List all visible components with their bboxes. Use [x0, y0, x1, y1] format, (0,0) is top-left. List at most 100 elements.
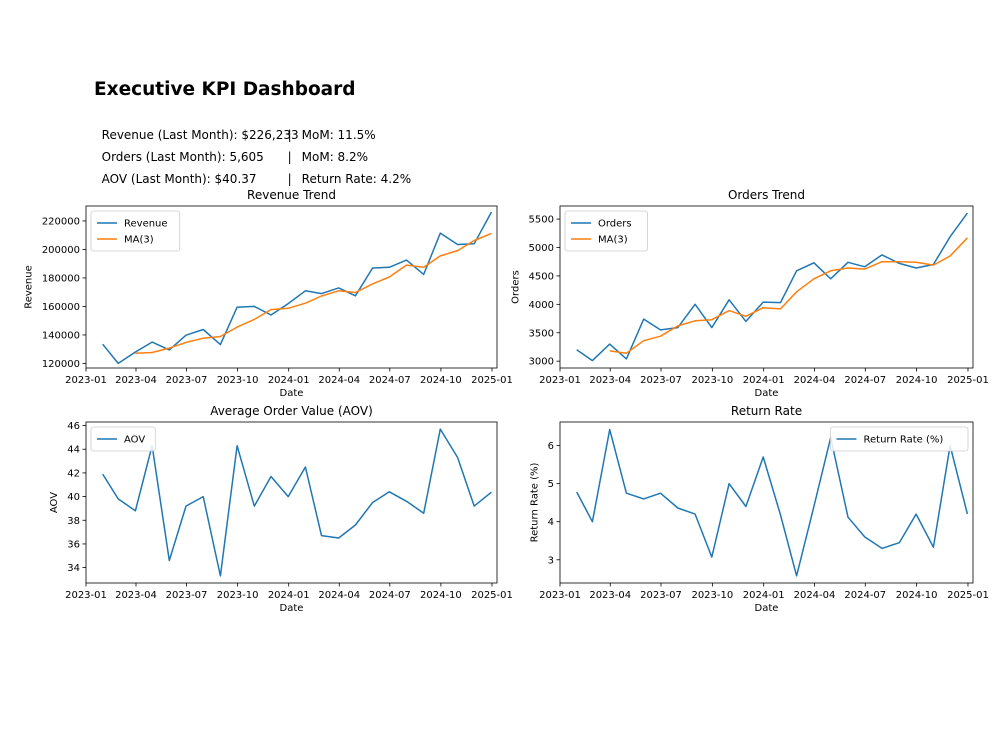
series-line-ma-3 [135, 232, 492, 354]
y-tick-label: 44 [67, 445, 80, 456]
x-tick-label: 2023-07 [166, 375, 208, 386]
legend-box [90, 210, 181, 252]
series-line-ma-3 [609, 237, 968, 354]
x-axis-label: Date [755, 603, 779, 614]
series-line-orders [576, 212, 969, 362]
x-tick-label: 2023-10 [691, 590, 733, 601]
x-tick-label: 2025-01 [471, 375, 513, 386]
y-axis-label: Revenue [24, 265, 35, 309]
y-tick-label: 6 [548, 441, 554, 452]
kpi-row-aov: AOV (Last Month): $40.37 | Return Rate: 4.… [94, 158, 412, 186]
legend-label: AOV [124, 435, 145, 446]
kpi-revenue-value: Revenue (Last Month): $226,233 [101, 128, 299, 142]
x-tick-label: 2024-07 [844, 375, 886, 386]
y-tick-label: 3500 [529, 328, 554, 339]
legend-box [564, 210, 648, 252]
legend-label: Orders [598, 219, 632, 230]
kpi-separator: | [287, 150, 292, 164]
y-tick-label: 160000 [42, 302, 80, 313]
x-axis-label: Date [280, 603, 304, 614]
x-tick-label: 2023-01 [539, 590, 581, 601]
x-axis-label: Date [280, 388, 304, 399]
legend-label: Revenue [124, 219, 168, 230]
return-rate-chart: Return Rate 2023-01 2023-04 2023-07 2023-10 2… [530, 404, 989, 614]
y-tick-label: 4500 [529, 271, 554, 282]
y-tick-label: 3 [548, 555, 554, 566]
x-tick-label: 2023-07 [166, 590, 208, 601]
legend: Orders MA(3) [564, 210, 648, 252]
series-line-return-rate [576, 428, 969, 577]
y-tick-label: 5000 [529, 243, 554, 254]
plot-frame [85, 421, 498, 584]
legend-label: MA(3) [598, 235, 628, 246]
x-tick-label: 2024-01 [743, 590, 785, 601]
x-tick-label: 2024-07 [369, 590, 411, 601]
kpi-orders-mom: MoM: 8.2% [301, 150, 369, 164]
kpi-row-orders: Orders (Last Month): 5,605 | MoM: 8.2% [94, 136, 368, 164]
kpi-separator: | [287, 128, 292, 142]
y-tick-label: 34 [67, 563, 80, 574]
kpi-row-revenue: Revenue (Last Month): $226,233| MoM: 11.5… [94, 114, 376, 142]
plot-frame [559, 205, 974, 369]
x-tick-label: 2023-07 [640, 375, 682, 386]
legend-box [90, 426, 156, 452]
x-tick-label: 2024-01 [268, 590, 310, 601]
legend: AOV [90, 426, 156, 452]
y-tick-label: 4 [548, 517, 554, 528]
x-tick-label: 2023-01 [539, 375, 581, 386]
legend-label: Return Rate (%) [864, 435, 944, 446]
kpi-orders-value: Orders (Last Month): 5,605 [101, 150, 264, 164]
chart-title: Return Rate [731, 404, 802, 418]
kpi-separator: | [287, 172, 292, 186]
y-tick-label: 4000 [529, 300, 554, 311]
plot-frame [559, 421, 974, 584]
x-tick-label: 2024-07 [844, 590, 886, 601]
legend-box [830, 426, 969, 452]
chart-title: Orders Trend [728, 188, 805, 202]
x-tick-label: 2025-01 [471, 590, 513, 601]
chart-title: Average Order Value (AOV) [210, 404, 373, 418]
y-tick-label: 5 [548, 479, 554, 490]
y-tick-label: 46 [67, 421, 80, 432]
legend-label: MA(3) [124, 235, 154, 246]
legend: Revenue MA(3) [90, 210, 181, 252]
x-axis-label: Date [755, 388, 779, 399]
y-axis-label: Orders [510, 270, 521, 304]
x-tick-label: 2024-04 [794, 375, 836, 386]
aov-chart: Average Order Value (AOV) 2023-01 2023-04 2… [49, 404, 513, 614]
x-tick-label: 2024-01 [268, 375, 310, 386]
chart-title: Revenue Trend [247, 188, 336, 202]
x-tick-label: 2023-04 [589, 375, 631, 386]
x-tick-label: 2024-10 [420, 590, 462, 601]
dashboard-title: Executive KPI Dashboard [94, 79, 356, 100]
x-tick-label: 2024-04 [794, 590, 836, 601]
orders-chart: Orders Trend 2023-01 2023-04 2023-07 2023-10… [510, 188, 988, 399]
x-tick-label: 2023-10 [217, 590, 259, 601]
y-tick-label: 120000 [42, 359, 80, 370]
x-tick-label: 2025-01 [947, 590, 989, 601]
x-tick-label: 2023-01 [65, 375, 107, 386]
x-tick-label: 2024-07 [369, 375, 411, 386]
x-tick-label: 2024-01 [743, 375, 785, 386]
x-tick-label: 2024-10 [896, 590, 938, 601]
y-tick-label: 5500 [529, 215, 554, 226]
y-axis-label: Return Rate (%) [530, 463, 541, 543]
x-tick-label: 2023-07 [640, 590, 682, 601]
y-tick-label: 42 [67, 468, 80, 479]
y-tick-label: 36 [67, 539, 80, 550]
y-axis-label: AOV [49, 492, 60, 513]
x-tick-label: 2024-10 [420, 375, 462, 386]
y-tick-label: 140000 [42, 330, 80, 341]
revenue-chart: Revenue Trend 2023-01 2023-04 2023-07 2023-1… [24, 188, 513, 399]
legend: Return Rate (%) [830, 426, 969, 452]
kpi-return-rate: Return Rate: 4.2% [301, 172, 412, 186]
x-tick-label: 2023-04 [589, 590, 631, 601]
y-tick-label: 3000 [529, 357, 554, 368]
y-tick-label: 180000 [42, 273, 80, 284]
x-tick-label: 2023-10 [217, 375, 259, 386]
y-tick-label: 220000 [42, 216, 80, 227]
x-tick-label: 2024-10 [896, 375, 938, 386]
x-tick-label: 2024-04 [318, 375, 360, 386]
y-tick-label: 40 [67, 492, 80, 503]
x-tick-label: 2023-10 [691, 375, 733, 386]
